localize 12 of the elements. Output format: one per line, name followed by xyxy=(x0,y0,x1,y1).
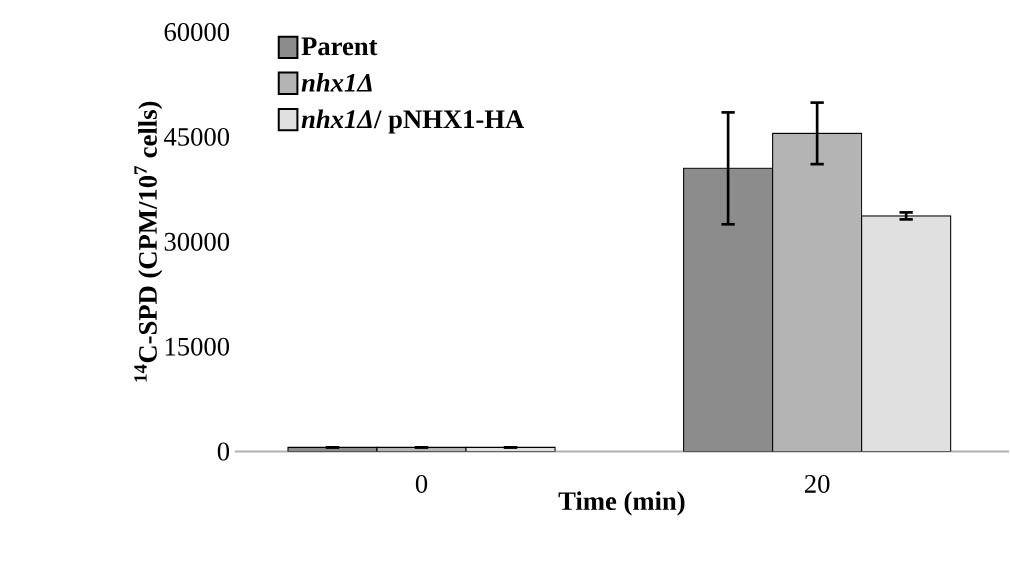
y-tick-label: 45000 xyxy=(163,127,230,146)
x-axis-title: Time (min) xyxy=(558,491,685,516)
x-tick-label: 20 xyxy=(804,474,830,493)
legend-label: nhx1Δ/ pNHX1-HA xyxy=(301,109,525,134)
legend-label: Parent xyxy=(301,37,378,56)
legend-label: nhx1Δ xyxy=(301,72,372,92)
y-tick-label: 60000 xyxy=(164,22,230,41)
y-tick-label: 30000 xyxy=(164,232,230,251)
y-axis-title: $^{14}$C-SPD (CPM/10$^{7}$ cells) xyxy=(134,101,163,382)
y-tick-label: 0 xyxy=(217,442,230,461)
bar xyxy=(683,167,774,452)
y-tick-label: 15000 xyxy=(165,337,230,356)
